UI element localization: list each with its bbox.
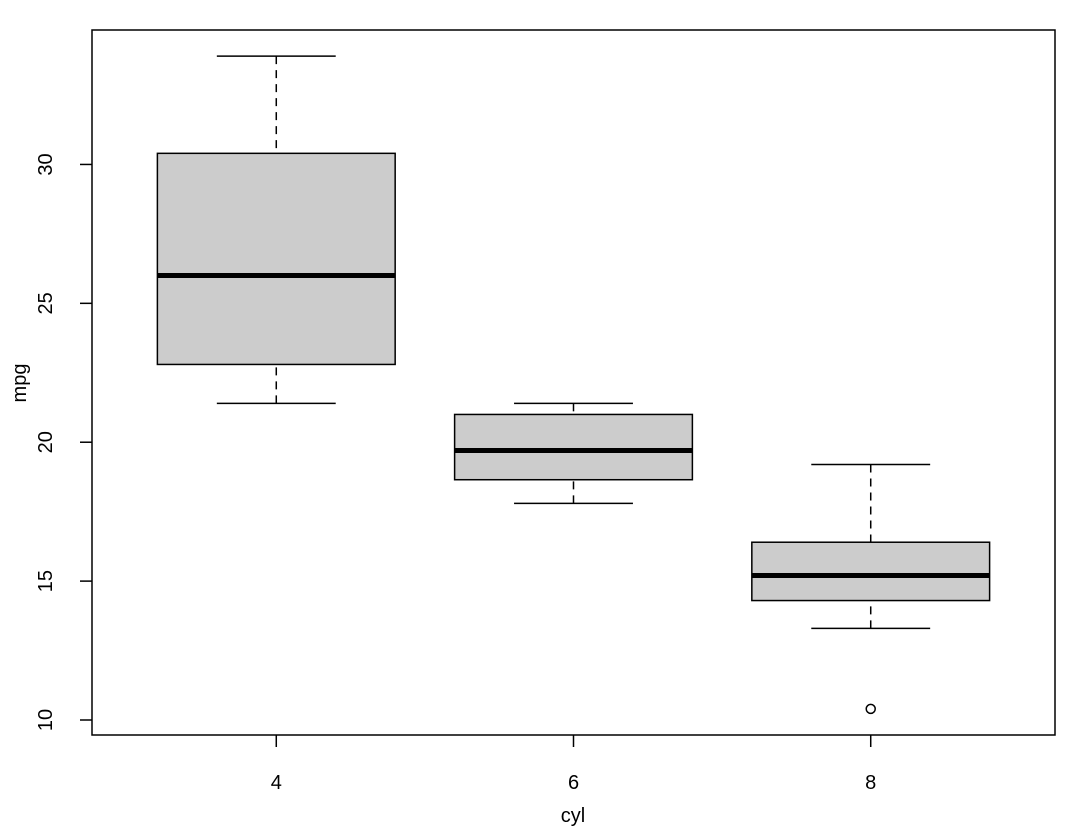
outlier (865, 703, 876, 715)
x-tick-label: 8 (865, 772, 876, 794)
y-axis-label: mpg (9, 364, 31, 403)
box (156, 152, 396, 366)
y-tick-label: 10 (35, 709, 57, 731)
y-tick-label: 15 (35, 570, 57, 592)
box (453, 413, 694, 481)
box (751, 541, 991, 602)
y-tick-label: 20 (35, 431, 57, 453)
y-tick-label: 25 (35, 292, 57, 314)
y-tick-label: 30 (35, 153, 57, 175)
x-tick-label: 4 (271, 772, 282, 794)
x-axis-label: cyl (561, 805, 585, 827)
plot-frame (91, 29, 1056, 736)
x-tick-label: 6 (568, 772, 579, 794)
